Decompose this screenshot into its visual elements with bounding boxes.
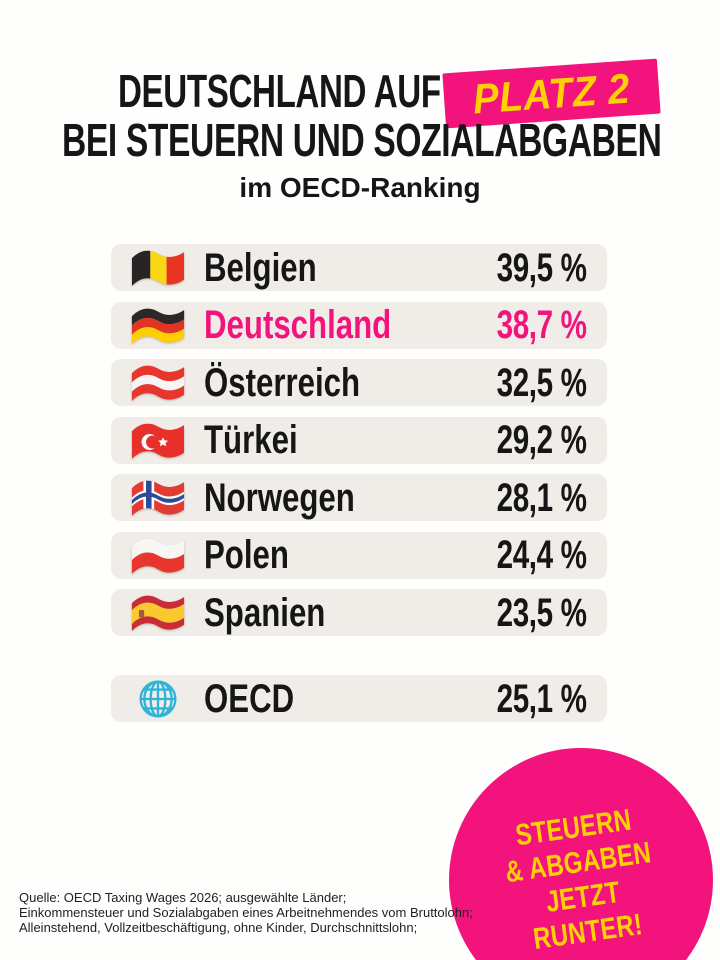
norway-flag-icon (125, 476, 191, 519)
belgium-flag-icon (125, 246, 191, 289)
ranking-row-oecd: OECD 25,1 % (111, 675, 607, 722)
germany-flag-icon (125, 304, 191, 347)
country-label: Norwegen (204, 475, 355, 520)
percent-value: 24,4 % (497, 533, 587, 577)
austria-flag-icon (125, 361, 191, 404)
claim-badge-text: STEUERN & ABGABEN JETZT RUNTER! (432, 731, 720, 960)
percent-value: 38,7 % (497, 303, 587, 347)
country-label: Spanien (204, 590, 326, 635)
country-label: Belgien (204, 245, 317, 290)
source-line: Quelle: OECD Taxing Wages 2026; ausgewäh… (19, 890, 347, 905)
subtitle: im OECD-Ranking (239, 172, 481, 203)
spain-flag-icon (125, 591, 191, 634)
ranking-row-tuerkei: Türkei 29,2 % (111, 416, 607, 464)
country-label: Türkei (204, 418, 298, 462)
globe-icon (125, 678, 191, 720)
percent-value: 29,2 % (497, 418, 587, 462)
ranking-row-deutschland: Deutschland 38,7 % (111, 301, 607, 349)
percent-value: 25,1 % (497, 676, 587, 721)
source-line: Alleinstehend, Vollzeitbeschäftigung, oh… (19, 920, 418, 936)
title-line2: BEI STEUERN UND SOZIALABGABEN (62, 114, 662, 166)
ranking-row-polen: Polen 24,4 % (111, 531, 607, 579)
percent-value: 23,5 % (497, 590, 587, 635)
ranking-row-spanien: Spanien 23,5 % (111, 589, 607, 636)
country-label: Polen (204, 533, 289, 577)
source-line: Einkommensteuer und Sozialabgaben eines … (19, 905, 473, 921)
source-note: Quelle: OECD Taxing Wages 2026; ausgewäh… (19, 890, 473, 936)
claim-badge: STEUERN & ABGABEN JETZT RUNTER! (449, 748, 713, 960)
percent-value: 39,5 % (497, 245, 587, 290)
ranking-row-norwegen: Norwegen 28,1 % (111, 474, 607, 521)
turkey-flag-icon (125, 419, 191, 462)
platz2-highlight-text: PLATZ 2 (471, 64, 632, 122)
percent-value: 28,1 % (497, 475, 587, 520)
country-label: Österreich (204, 360, 361, 405)
ranking-row-oesterreich: Österreich 32,5 % (111, 359, 607, 406)
ranking-list: Belgien 39,5 % Deutschland 38,7 % (111, 244, 607, 722)
percent-value: 32,5 % (497, 360, 587, 405)
ranking-row-belgien: Belgien 39,5 % (111, 244, 607, 291)
country-label: Deutschland (204, 303, 392, 347)
poland-flag-icon (125, 534, 191, 577)
title-line1: DEUTSCHLAND AUF (118, 65, 441, 117)
country-label: OECD (204, 676, 295, 721)
